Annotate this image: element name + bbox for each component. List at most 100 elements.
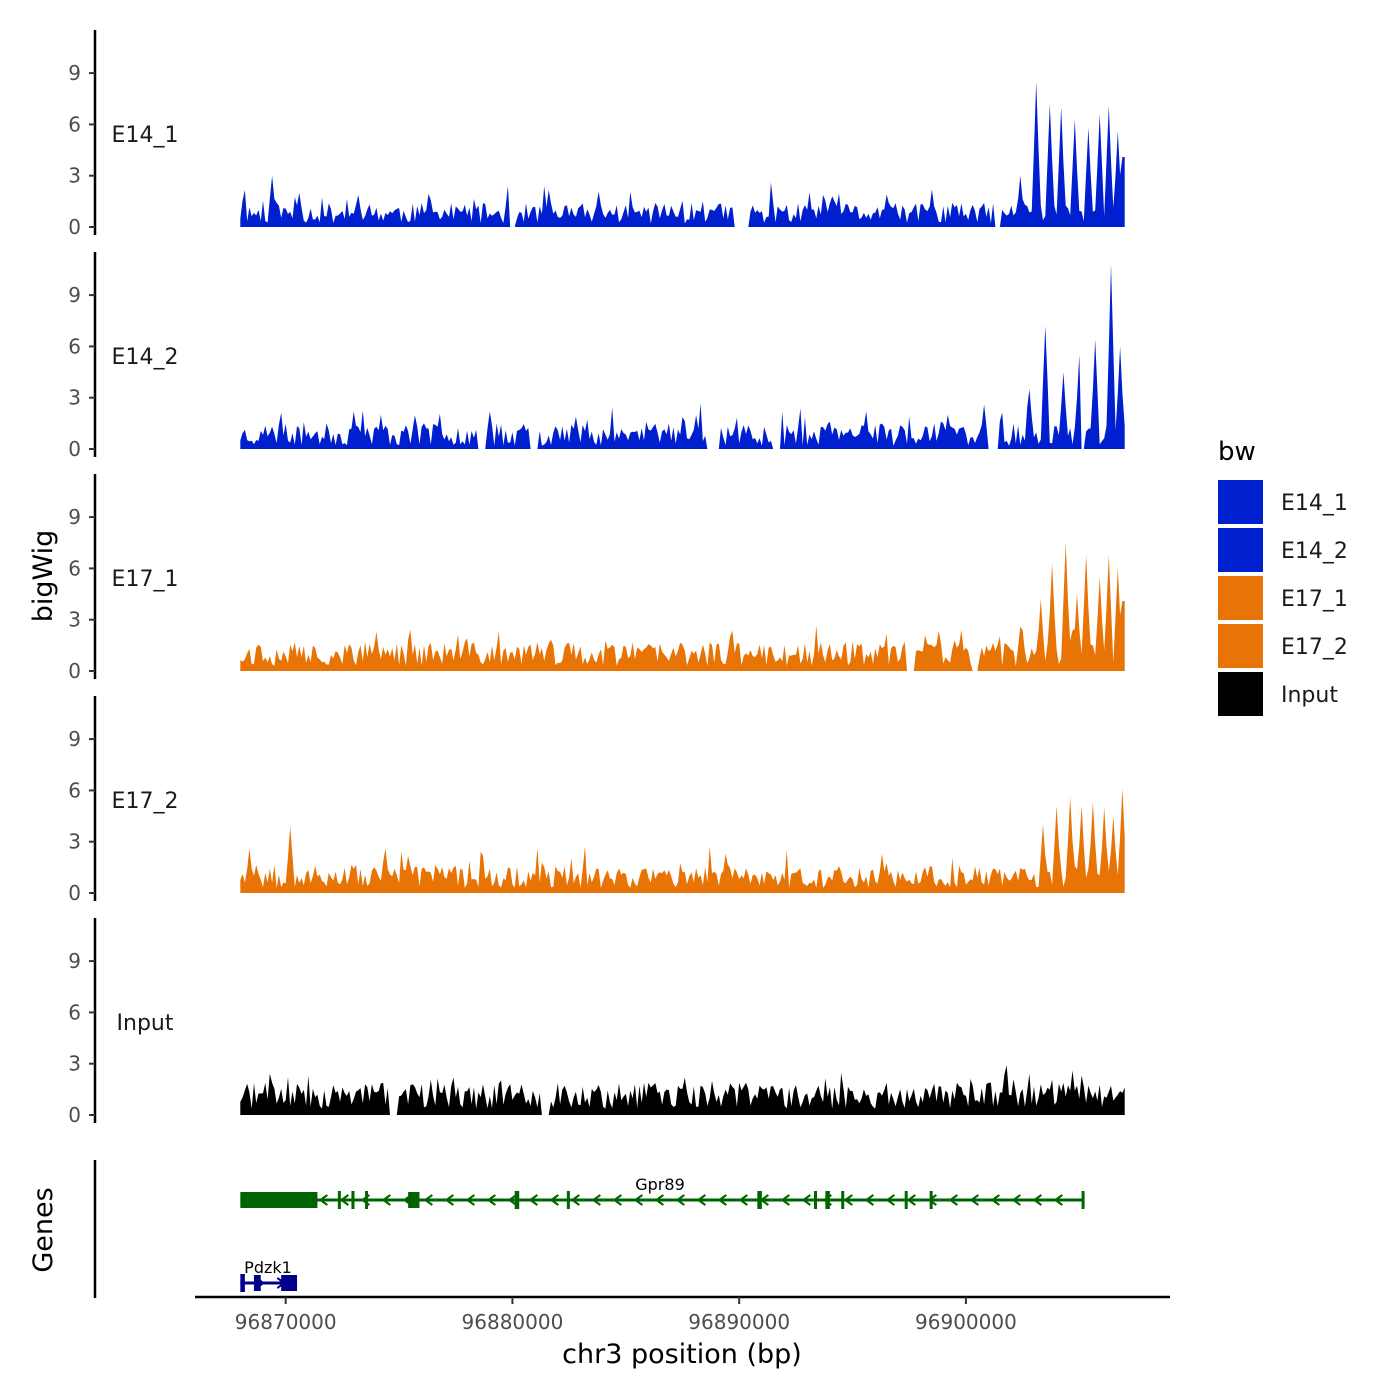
- coverage-area-e14-1: [240, 81, 1125, 227]
- strand-arrow: [381, 1194, 391, 1206]
- legend-item-e14-2: E14_2: [1218, 528, 1348, 572]
- y-tick-label: 9: [68, 727, 81, 751]
- legend-swatch: [1218, 672, 1263, 716]
- strand-arrow: [612, 1194, 622, 1206]
- legend-label: E14_2: [1281, 539, 1348, 564]
- x-tick-label: 96880000: [462, 1310, 564, 1334]
- strand-arrow: [1053, 1194, 1063, 1206]
- track-label: Input: [117, 1011, 174, 1036]
- y-tick-label: 9: [68, 283, 81, 307]
- gene-gpr89: Gpr89: [240, 1175, 1085, 1209]
- y-tick-label: 6: [68, 1000, 81, 1024]
- coverage-area-e17-1: [240, 542, 1125, 671]
- y-tick-label: 3: [68, 164, 81, 188]
- y-tick-label: 3: [68, 386, 81, 410]
- genes-panel: Gpr89 Pdzk1: [93, 1160, 1085, 1298]
- x-axis-title: chr3 position (bp): [562, 1339, 802, 1370]
- coverage-area-e17-2: [240, 788, 1125, 893]
- strand-arrow: [591, 1194, 601, 1206]
- strand-arrow: [318, 1194, 328, 1206]
- strand-arrow: [864, 1194, 874, 1206]
- x-tick-label: 96870000: [235, 1310, 337, 1334]
- gene-exon: [841, 1191, 845, 1209]
- y-tick-label: 6: [68, 334, 81, 358]
- legend-swatch: [1218, 528, 1263, 572]
- strand-arrow: [675, 1194, 685, 1206]
- legend-label: E14_1: [1281, 491, 1348, 516]
- x-tick-label: 96890000: [688, 1310, 790, 1334]
- gene-exon: [566, 1191, 570, 1209]
- y-tick-label: 9: [68, 949, 81, 973]
- gene-exon: [1081, 1191, 1085, 1209]
- track-label: E17_1: [112, 567, 179, 592]
- strand-arrow: [549, 1194, 559, 1206]
- track-e14-1: 0 3 6 9 E14_1: [68, 30, 1125, 239]
- strand-arrow: [843, 1194, 853, 1206]
- y-tick-label: 9: [68, 61, 81, 85]
- strand-arrow: [1032, 1194, 1042, 1206]
- legend-swatch: [1218, 576, 1263, 620]
- gene-exon: [281, 1275, 298, 1291]
- strand-arrow: [465, 1194, 475, 1206]
- strand-arrow: [990, 1194, 1000, 1206]
- track-e14-2: 0 3 6 9 E14_2: [68, 252, 1125, 461]
- y-tick-label: 6: [68, 778, 81, 802]
- strand-arrow: [885, 1194, 895, 1206]
- strand-arrow: [948, 1194, 958, 1206]
- gene-pdzk1: Pdzk1: [240, 1258, 298, 1292]
- strand-arrow: [570, 1194, 580, 1206]
- gene-exon: [825, 1191, 830, 1209]
- gene-label: Gpr89: [635, 1175, 685, 1194]
- strand-arrow: [780, 1194, 790, 1206]
- strand-arrow: [738, 1194, 748, 1206]
- y-axis-title: bigWig: [28, 530, 59, 623]
- legend-swatch: [1218, 480, 1263, 524]
- y-tick-label: 3: [68, 608, 81, 632]
- legend-label: E17_2: [1281, 635, 1348, 660]
- strand-arrow: [633, 1194, 643, 1206]
- gene-exon: [757, 1191, 762, 1209]
- strand-arrow: [654, 1194, 664, 1206]
- gene-exon: [240, 1274, 245, 1292]
- strand-arrow: [906, 1194, 916, 1206]
- strand-arrow: [528, 1194, 538, 1206]
- gene-exon: [253, 1275, 261, 1291]
- strand-arrow: [1011, 1194, 1021, 1206]
- legend-item-e14-1: E14_1: [1218, 480, 1348, 524]
- gene-exon: [814, 1191, 818, 1209]
- strand-arrow: [486, 1194, 496, 1206]
- track-input: 0 3 6 9 Input: [68, 918, 1125, 1127]
- y-tick-label: 3: [68, 1052, 81, 1076]
- gene-exon: [929, 1191, 933, 1209]
- strand-arrow: [339, 1194, 349, 1206]
- legend-item-e17-1: E17_1: [1218, 576, 1348, 620]
- legend-label: E17_1: [1281, 587, 1348, 612]
- y-tick-label: 6: [68, 556, 81, 580]
- track-label: E14_1: [112, 123, 179, 148]
- strand-arrow: [423, 1194, 433, 1206]
- y-tick-label: 3: [68, 830, 81, 854]
- gene-exon: [904, 1191, 908, 1209]
- strand-arrow: [927, 1194, 937, 1206]
- gene-exon: [351, 1191, 355, 1209]
- track-e17-1: 0 3 6 9 E17_1: [68, 474, 1125, 683]
- track-label: E17_2: [112, 789, 179, 814]
- y-tick-label: 9: [68, 505, 81, 529]
- strand-arrow: [444, 1194, 454, 1206]
- legend-item-input: Input: [1218, 672, 1338, 716]
- legend-item-e17-2: E17_2: [1218, 624, 1348, 668]
- legend-title: bw: [1218, 437, 1256, 467]
- track-e17-2: 0 3 6 9 E17_2: [68, 696, 1125, 905]
- gene-label: Pdzk1: [244, 1258, 292, 1277]
- strand-arrow: [801, 1194, 811, 1206]
- legend-label: Input: [1281, 683, 1338, 708]
- tracks-layer: 0 3 6 9 E14_1 0 3 6 9 E14_2 0 3 6 9 E17_1 0 3 6 9 E17_2 0 3 6 9…: [68, 30, 1125, 1127]
- y-tick-label: 0: [68, 1103, 81, 1127]
- y-tick-label: 0: [68, 215, 81, 239]
- legend: bw E14_1 E14_2 E17_1 E17_2 Input: [1218, 437, 1348, 716]
- x-tick-label: 96900000: [915, 1310, 1017, 1334]
- coverage-area-e14-2: [240, 264, 1125, 449]
- genes-axis-title: Genes: [28, 1187, 59, 1272]
- gene-exon: [240, 1192, 318, 1208]
